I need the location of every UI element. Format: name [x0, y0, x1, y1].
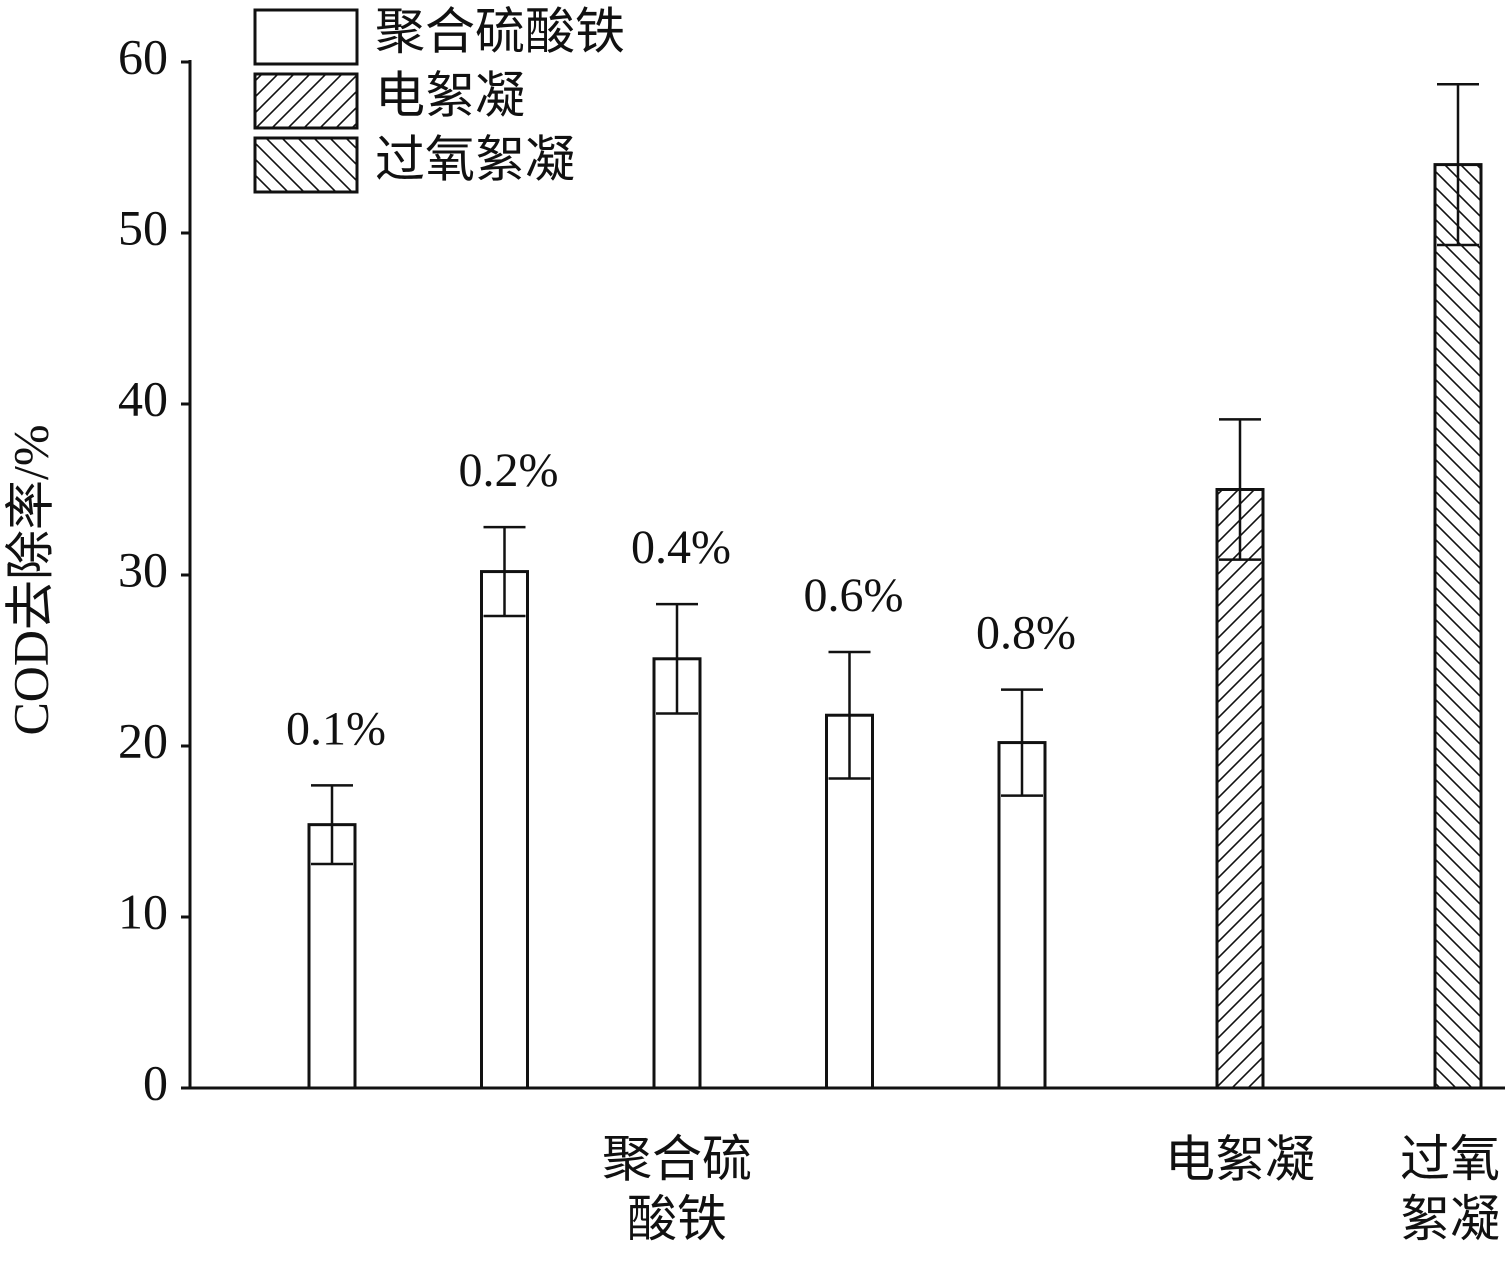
category-label: 0.4% — [631, 521, 731, 574]
legend-swatch — [253, 136, 359, 194]
category-label: 0.6% — [804, 569, 904, 622]
bar — [1215, 488, 1265, 1090]
legend-label: 电絮凝 — [375, 67, 525, 123]
legend-label: 聚合硫酸铁 — [375, 3, 625, 59]
y-tick-label: 10 — [118, 883, 168, 939]
y-axis-label: COD去除率/% — [2, 424, 58, 735]
y-tick-label: 40 — [118, 370, 168, 426]
group-label: 过氧絮凝 — [1400, 1131, 1500, 1247]
bar — [1433, 163, 1483, 1090]
y-tick-label: 0 — [143, 1054, 168, 1110]
bar — [652, 657, 702, 1090]
bar — [480, 570, 529, 1090]
legend-label: 过氧絮凝 — [375, 131, 575, 187]
group-label: 电絮凝 — [1165, 1131, 1315, 1187]
category-label: 0.1% — [286, 702, 386, 755]
legend-swatch — [253, 8, 359, 66]
y-tick-label: 20 — [118, 712, 168, 768]
category-label: 0.8% — [976, 607, 1076, 660]
y-tick-label: 60 — [118, 28, 168, 84]
group-label: 聚合硫酸铁 — [602, 1131, 752, 1247]
legend-swatch — [253, 72, 359, 130]
y-tick-label: 30 — [118, 541, 168, 597]
y-tick-label: 50 — [118, 199, 168, 255]
category-label: 0.2% — [459, 444, 559, 497]
